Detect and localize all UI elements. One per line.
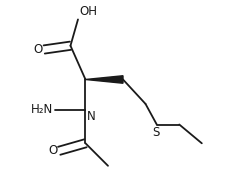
Text: O: O [33,43,42,56]
Polygon shape [85,76,123,83]
Text: H₂N: H₂N [31,103,54,116]
Text: N: N [87,110,96,123]
Text: O: O [48,144,57,157]
Text: S: S [152,126,159,139]
Text: OH: OH [80,5,98,18]
